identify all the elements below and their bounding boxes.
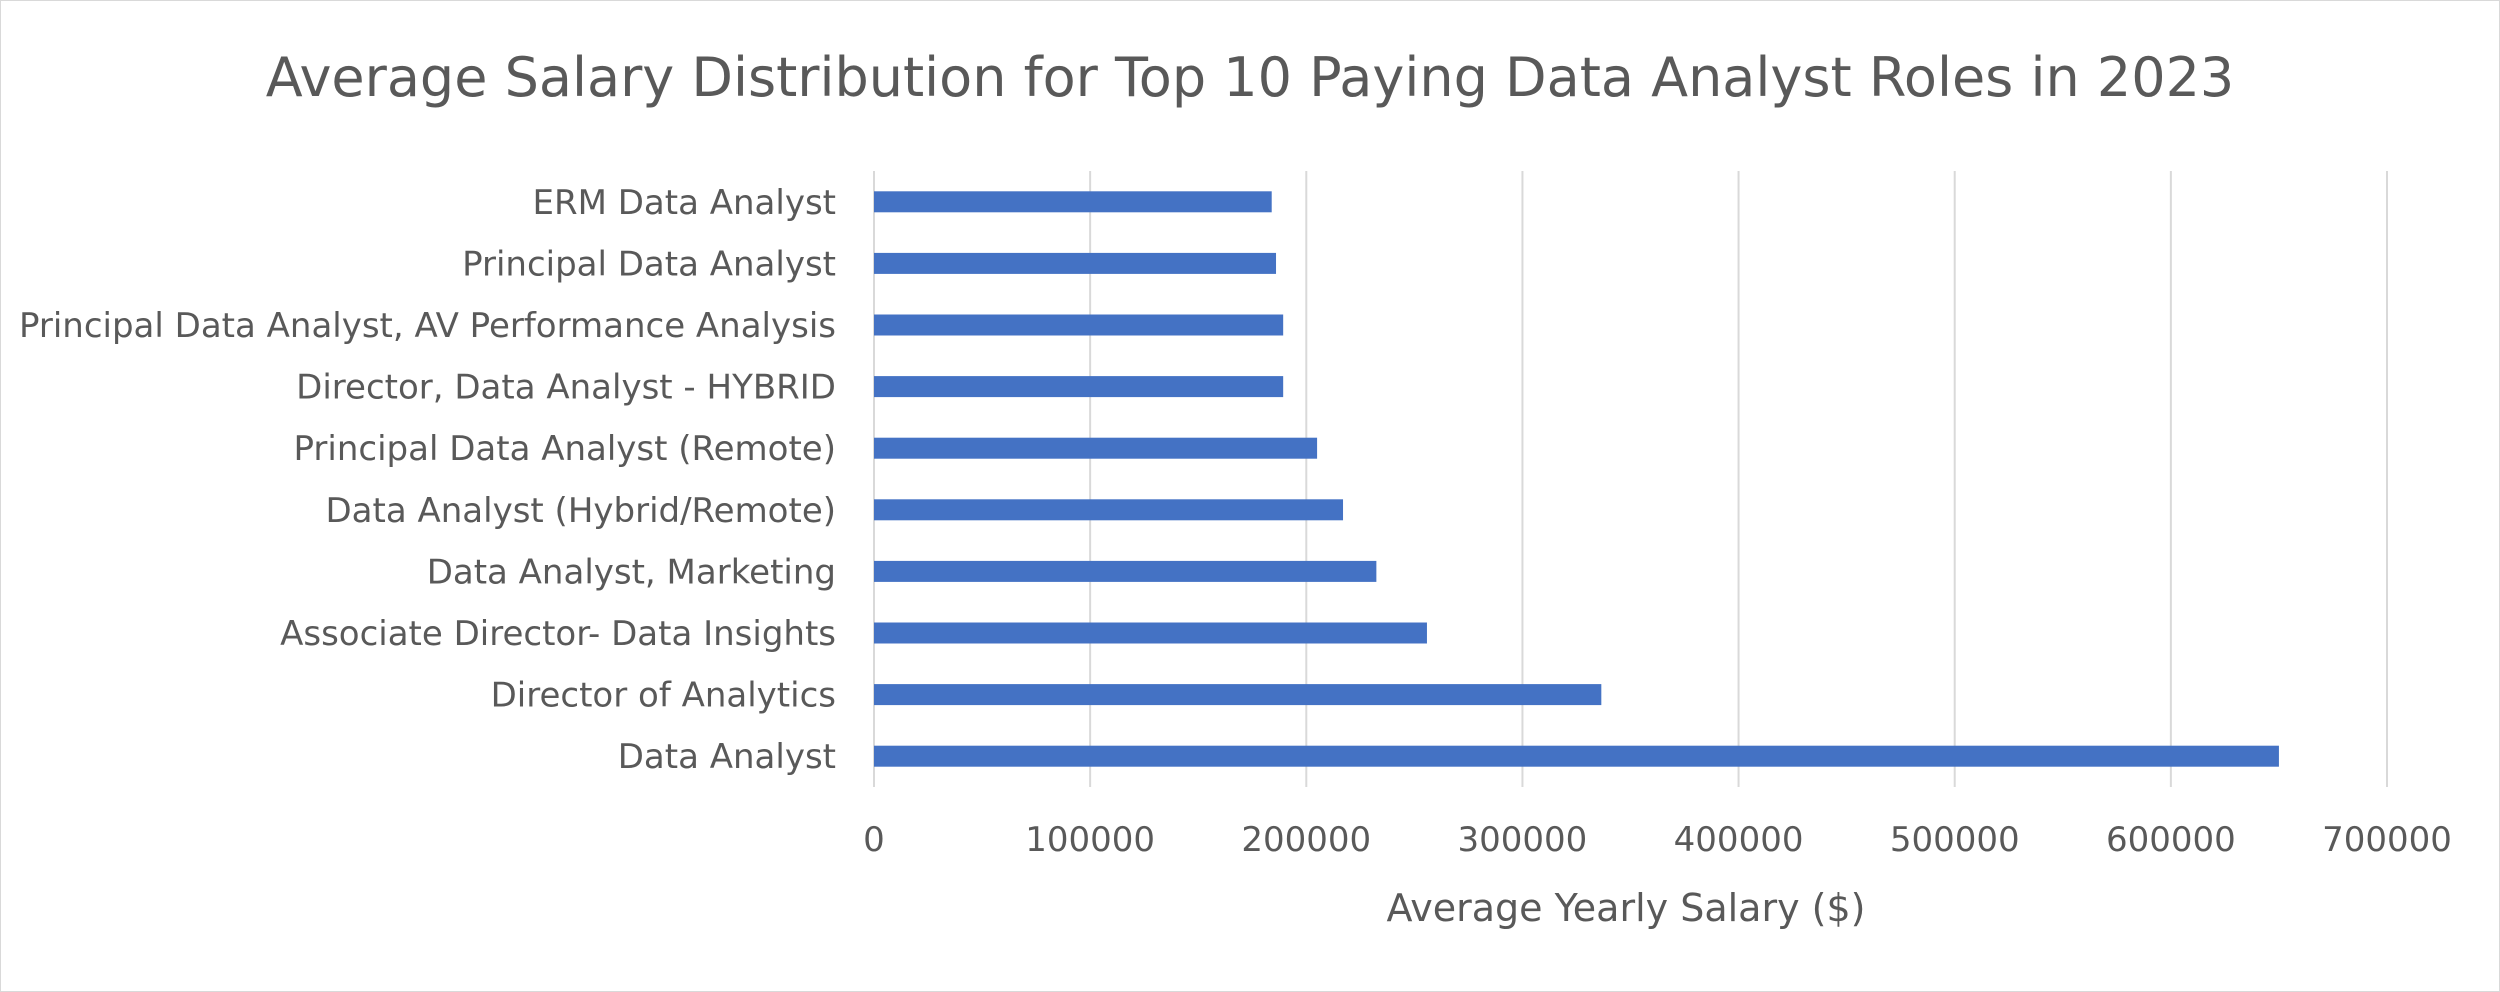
- bar: [874, 437, 1318, 459]
- chart-title: Average Salary Distribution for Top 10 P…: [266, 46, 2235, 109]
- category-labels: ERM Data Analyst Principal Data Analyst Pr…: [19, 183, 836, 777]
- category-label: Principal Data Analyst, AV Performance A…: [19, 306, 836, 346]
- bar: [874, 499, 1344, 521]
- bar: [874, 252, 1277, 274]
- bar: [874, 745, 2279, 767]
- bar: [874, 622, 1427, 644]
- bar: [874, 376, 1284, 398]
- bar: [874, 684, 1602, 706]
- x-tick-label: 100000: [1025, 820, 1155, 860]
- bar: [874, 191, 1272, 213]
- category-label: Data Analyst, Marketing: [427, 552, 836, 592]
- x-tick-label: 400000: [1674, 820, 1804, 860]
- x-tick-label: 200000: [1241, 820, 1371, 860]
- x-tick-label: 600000: [2106, 820, 2236, 860]
- x-tick-label: 500000: [1890, 820, 2020, 860]
- category-label: ERM Data Analyst: [533, 183, 837, 223]
- x-tick-labels: 0 100000 200000 300000 400000 500000 600000 700…: [863, 820, 2452, 860]
- category-label: Data Analyst: [618, 737, 836, 777]
- category-label: Principal Data Analyst (Remote): [294, 429, 836, 469]
- x-axis-title: Average Yearly Salary ($): [1387, 886, 1866, 930]
- x-tick-label: 700000: [2322, 820, 2452, 860]
- bar: [874, 314, 1284, 336]
- category-label: Data Analyst (Hybrid/Remote): [326, 491, 837, 531]
- category-label: Principal Data Analyst: [462, 244, 836, 284]
- x-tick-label: 300000: [1458, 820, 1588, 860]
- category-label: Director of Analytics: [491, 676, 836, 716]
- category-label: Director, Data Analyst - HYBRID: [296, 368, 836, 408]
- category-label: Associate Director- Data Insights: [280, 614, 836, 654]
- bar: [874, 560, 1377, 582]
- x-tick-label: 0: [863, 820, 885, 860]
- bars: [874, 191, 2279, 767]
